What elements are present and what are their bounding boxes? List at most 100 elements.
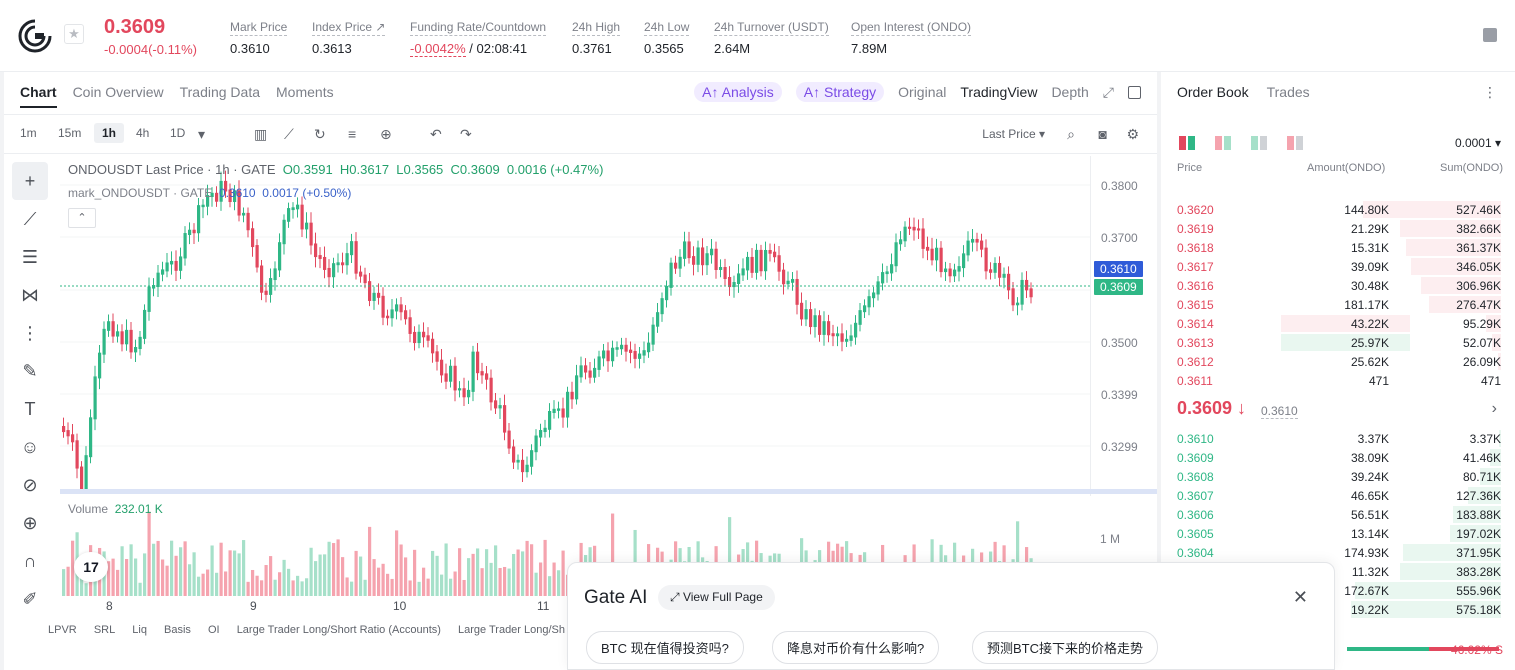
trendline-icon[interactable]: ⟋: [23, 208, 37, 229]
indicator-ls-accounts[interactable]: Large Trader Long/Short Ratio (Accounts): [236, 624, 441, 636]
ai-strategy-button[interactable]: A↑ Strategy: [795, 82, 885, 102]
candle: [197, 205, 201, 234]
volume-bar: [462, 579, 466, 596]
pane-divider[interactable]: [60, 489, 1157, 494]
ask-row[interactable]: 0.3618 15.31K 361.37K: [1161, 238, 1515, 257]
fullscreen-icon[interactable]: [1128, 85, 1141, 99]
ask-row[interactable]: 0.3611 471 471: [1161, 371, 1515, 390]
tab-tradingview[interactable]: TradingView: [960, 84, 1038, 100]
tab-original[interactable]: Original: [898, 84, 947, 100]
price-type-select[interactable]: Last Price ▾: [982, 127, 1045, 141]
text-icon[interactable]: T: [24, 398, 36, 419]
ai-question-2[interactable]: 降息对币价有什么影响?: [772, 631, 940, 664]
view-bids-icon[interactable]: [1251, 136, 1267, 150]
bid-row[interactable]: 172.67K 555.96K: [1161, 581, 1515, 600]
tab-trading-data[interactable]: Trading Data: [179, 84, 261, 100]
bid-row[interactable]: 0.3605 13.14K 197.02K: [1161, 524, 1515, 543]
pencil-icon[interactable]: ✐: [22, 588, 38, 609]
timeframe-15m[interactable]: 15m: [58, 126, 82, 140]
pattern-icon[interactable]: ⋈: [21, 284, 39, 305]
collapse-legend-button[interactable]: ⌃: [68, 208, 96, 228]
bid-row[interactable]: 0.3606 56.51K 183.88K: [1161, 505, 1515, 524]
tab-order-book[interactable]: Order Book: [1177, 84, 1249, 100]
bid-row[interactable]: 0.3609 38.09K 41.46K: [1161, 448, 1515, 467]
view-full-page-button[interactable]: ⤢ View Full Page: [658, 585, 775, 610]
volume-bar: [309, 547, 313, 596]
camera-icon[interactable]: ◙: [1098, 126, 1107, 142]
volume-bar: [300, 581, 304, 596]
gear-icon[interactable]: ⚙: [1126, 126, 1139, 142]
settings-list-icon[interactable]: ≡: [348, 126, 357, 142]
stat-index-price[interactable]: Index Price ↗ 0.3613: [312, 20, 386, 56]
candle: [278, 242, 282, 271]
horizontal-lines-icon[interactable]: ☰: [21, 246, 39, 267]
ask-row[interactable]: 0.3613 25.97K 52.07K: [1161, 333, 1515, 352]
candle: [291, 207, 295, 211]
indicators-icon[interactable]: ⟋: [284, 126, 294, 142]
timeframe-1m[interactable]: 1m: [20, 126, 37, 140]
ask-row[interactable]: 0.3614 43.22K 95.29K: [1161, 314, 1515, 333]
ai-question-1[interactable]: BTC 现在值得投资吗?: [586, 631, 744, 664]
chevron-right-icon[interactable]: ›: [1491, 400, 1497, 417]
view-both-icon[interactable]: [1179, 136, 1195, 150]
timeframe-dropdown-icon[interactable]: ▾: [198, 126, 206, 142]
ask-row[interactable]: 0.3617 39.09K 346.05K: [1161, 257, 1515, 276]
indicator-basis[interactable]: Basis: [164, 624, 191, 636]
candle: [845, 338, 849, 342]
ask-row[interactable]: 0.3616 30.48K 306.96K: [1161, 276, 1515, 295]
precision-select[interactable]: 0.0001 ▾: [1454, 136, 1501, 150]
tab-moments[interactable]: Moments: [276, 84, 334, 100]
fib-icon[interactable]: ⋮: [21, 322, 39, 343]
indicator-srl[interactable]: SRL: [93, 624, 116, 636]
indicator-ls-positions[interactable]: Large Trader Long/Sh: [457, 624, 566, 636]
candle: [1002, 273, 1006, 278]
depth-bar: [1400, 563, 1501, 580]
refresh-icon[interactable]: ↻: [314, 126, 326, 142]
volume-bar: [237, 553, 241, 596]
add-indicator-icon[interactable]: ⊕: [380, 126, 392, 142]
bid-row[interactable]: 0.3607 46.65K 127.36K: [1161, 486, 1515, 505]
search-icon[interactable]: ⌕: [1067, 126, 1075, 142]
more-icon[interactable]: ⋮: [1483, 84, 1497, 100]
bid-row[interactable]: 0.3608 39.24K 80.71K: [1161, 467, 1515, 486]
ask-row[interactable]: 0.3620 144.80K 527.46K: [1161, 200, 1515, 219]
candlestick-chart[interactable]: [60, 156, 1090, 491]
timeframe-1h[interactable]: 1h: [94, 123, 125, 143]
view-asks-icon[interactable]: [1287, 136, 1303, 150]
tab-coin-overview[interactable]: Coin Overview: [72, 84, 164, 100]
ai-analysis-button[interactable]: A↑ Analysis: [694, 82, 782, 102]
close-icon[interactable]: ✕: [1292, 587, 1308, 607]
bid-row[interactable]: 11.32K 383.28K: [1161, 562, 1515, 581]
book-icon[interactable]: [1483, 28, 1497, 42]
zoom-in-icon[interactable]: ⊕: [22, 512, 38, 533]
indicator-oi[interactable]: OI: [208, 624, 220, 636]
candle-type-icon[interactable]: ▥: [254, 126, 268, 142]
bid-row[interactable]: 19.22K 575.18K: [1161, 600, 1515, 619]
favorite-star-icon[interactable]: ★: [64, 24, 84, 44]
view-bids-asks-icon[interactable]: [1215, 136, 1231, 150]
tradingview-logo-icon[interactable]: 17: [74, 552, 108, 582]
bid-row[interactable]: 0.3610 3.37K 3.37K: [1161, 429, 1515, 448]
indicator-liq[interactable]: Liq: [132, 624, 147, 636]
emoji-icon[interactable]: ☺: [20, 436, 40, 457]
expand-icon[interactable]: ⤢: [1102, 83, 1114, 100]
magnet-icon[interactable]: ∩: [23, 550, 37, 571]
ask-row[interactable]: 0.3612 25.62K 26.09K: [1161, 352, 1515, 371]
row-price: 0.3620: [1177, 203, 1214, 217]
redo-icon[interactable]: ↷: [460, 126, 472, 142]
ask-row[interactable]: 0.3615 181.17K 276.47K: [1161, 295, 1515, 314]
gate-logo-icon[interactable]: [18, 19, 52, 53]
tab-depth[interactable]: Depth: [1051, 84, 1089, 100]
bid-row[interactable]: 0.3604 174.93K 371.95K: [1161, 543, 1515, 562]
indicator-lpvr[interactable]: LPVR: [48, 624, 77, 636]
timeframe-4h[interactable]: 4h: [136, 126, 150, 140]
ruler-icon[interactable]: ⊘: [22, 474, 38, 495]
timeframe-1d[interactable]: 1D: [170, 126, 186, 140]
crosshair-icon[interactable]: +: [12, 162, 48, 200]
undo-icon[interactable]: ↶: [430, 126, 442, 142]
ai-question-3[interactable]: 预测BTC接下来的价格走势: [972, 631, 1159, 664]
brush-icon[interactable]: ✎: [22, 360, 38, 381]
ask-row[interactable]: 0.3619 21.29K 382.66K: [1161, 219, 1515, 238]
tab-trades[interactable]: Trades: [1266, 84, 1310, 100]
tab-chart[interactable]: Chart: [20, 84, 57, 108]
